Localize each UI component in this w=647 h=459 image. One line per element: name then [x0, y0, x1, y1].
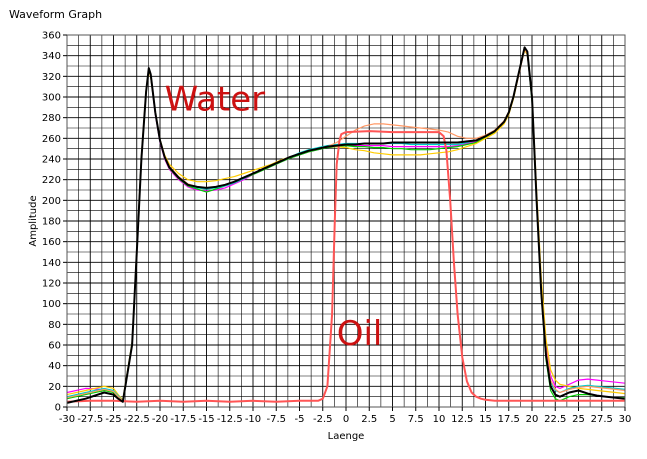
x-tick-label: -15 [198, 414, 214, 425]
y-tick-label: 220 [42, 175, 61, 186]
axis-ticks: -30 -27.5 -25 -22.5 -20 -17.5 -15 -12.5 -10 -7.5-… [42, 31, 631, 426]
x-tick-label: 25 [572, 414, 585, 425]
y-tick-label: 40 [48, 361, 61, 372]
x-tick-label: 12.5 [451, 414, 473, 425]
y-tick-label: 160 [42, 237, 61, 248]
y-tick-label: 20 [48, 382, 61, 393]
annotation-label: Oil [337, 314, 383, 354]
x-tick-label: -12.5 [217, 414, 243, 425]
x-tick-label: -10 [245, 414, 261, 425]
y-tick-label: 300 [42, 93, 61, 104]
series-line [66, 130, 625, 403]
x-tick-label: 0 [343, 414, 349, 425]
x-tick-label: 17.5 [498, 414, 520, 425]
y-tick-label: 360 [42, 31, 61, 42]
x-axis-label: Laenge [328, 431, 365, 442]
x-tick-label: -30 [59, 414, 75, 425]
y-tick-label: 60 [48, 341, 61, 352]
x-tick-label: 22.5 [544, 414, 566, 425]
y-tick-label: 320 [42, 72, 61, 83]
y-tick-label: 280 [42, 113, 61, 124]
x-tick-label: 15 [479, 414, 492, 425]
x-tick-label: -5 [295, 414, 305, 425]
y-tick-label: 140 [42, 258, 61, 269]
y-axis-label: Amplitude [28, 195, 39, 246]
y-tick-label: 260 [42, 134, 61, 145]
x-tick-label: 2.5 [361, 414, 377, 425]
y-tick-label: 0 [55, 403, 61, 414]
annotations: Water Oil [165, 79, 383, 354]
x-tick-label: 5 [389, 414, 395, 425]
y-tick-label: 120 [42, 279, 61, 290]
annotation-label: Water [165, 79, 266, 119]
series-layer [66, 46, 626, 404]
x-tick-label: 10 [433, 414, 446, 425]
y-tick-label: 340 [42, 51, 61, 62]
y-tick-label: 200 [42, 196, 61, 207]
y-tick-label: 100 [42, 299, 61, 310]
x-tick-label: -22.5 [124, 414, 150, 425]
x-tick-label: 7.5 [408, 414, 424, 425]
x-tick-label: 20 [526, 414, 539, 425]
x-tick-label: 30 [619, 414, 632, 425]
graph-title: Waveform Graph [9, 8, 103, 21]
y-tick-label: 180 [42, 217, 61, 228]
y-tick-label: 80 [48, 320, 61, 331]
x-tick-label: -25 [105, 414, 121, 425]
x-tick-label: -27.5 [77, 414, 103, 425]
x-tick-label: -20 [152, 414, 168, 425]
x-tick-label: -2.5 [313, 414, 333, 425]
y-tick-label: 240 [42, 155, 61, 166]
x-tick-label: 27.5 [591, 414, 613, 425]
x-tick-label: -7.5 [266, 414, 286, 425]
x-tick-label: -17.5 [170, 414, 196, 425]
series-line [66, 46, 626, 404]
